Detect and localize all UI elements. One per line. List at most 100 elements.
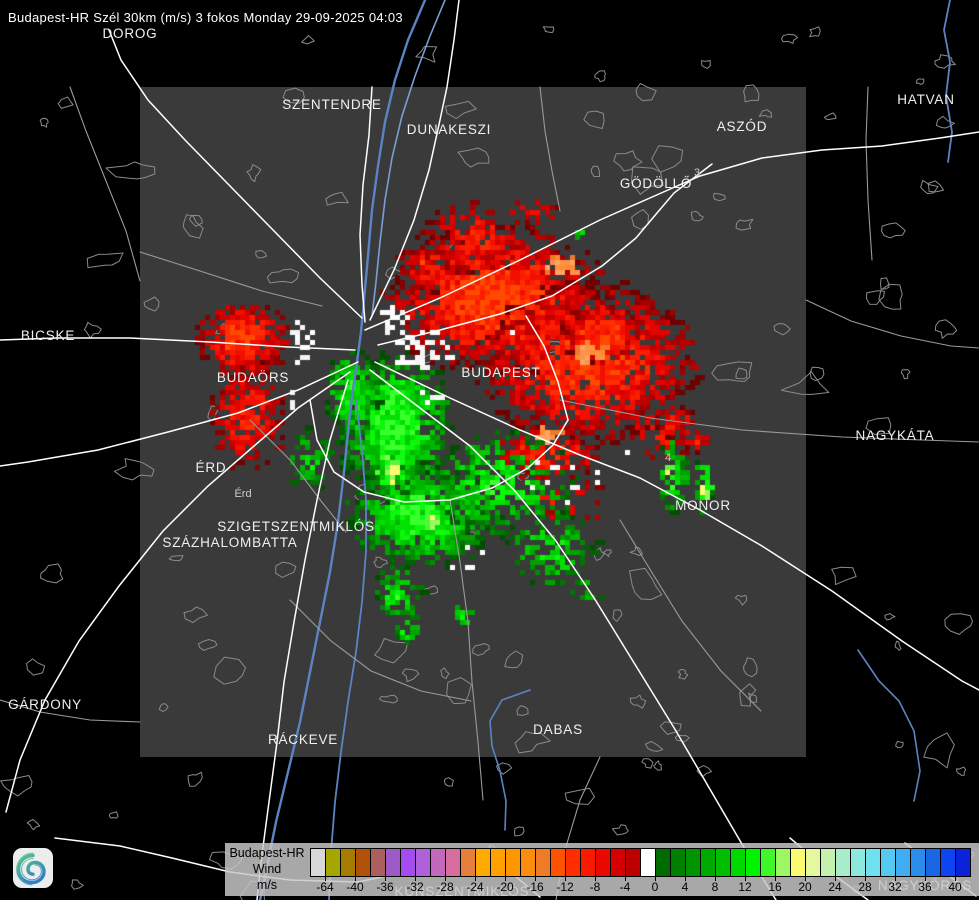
city-label: BUDAPEST [461,365,540,380]
scale-cell [670,848,686,877]
scale-tick [955,877,956,881]
scale-tick-label: -4 [619,880,631,894]
minor-road-path [559,399,979,443]
scale-cell [715,848,731,877]
scale-cell [775,848,791,877]
minor-road-path [865,86,873,261]
major-road-path [377,163,713,346]
scale-tick [685,877,686,881]
scale-tick-label: -20 [496,880,514,894]
scale-cell [610,848,626,877]
scale-tick-label: -16 [526,880,544,894]
scale-tick-label: -12 [556,880,574,894]
app-logo [13,848,53,888]
major-road-path [309,399,569,503]
scale-cell [520,848,536,877]
scale-cell [445,848,461,877]
scale-tick-label: -36 [376,880,394,894]
scale-tick [325,877,326,881]
legend-panel: Budapest-HR Wind m/s -64 -40 -36 -32 -28 -24-… [225,843,979,896]
major-road-path [369,369,777,900]
city-label: ÉRD [196,460,227,475]
scale-cell [805,848,821,877]
scale-tick [505,877,506,881]
scale-cell [700,848,716,877]
scale-cell [310,848,326,877]
scale-tick-label: -24 [466,880,484,894]
scale-cell [625,848,641,877]
scale-tick [625,877,626,881]
scale-tick [655,877,656,881]
scale-tick [805,877,806,881]
city-label: DUNAKESZI [407,122,491,137]
major-road-path [256,379,349,900]
scale-tick [385,877,386,881]
scale-cell [745,848,761,877]
scale-tick-label: 16 [768,880,782,894]
river-path [489,689,531,831]
road-label: 4 [665,452,671,464]
scale-cell [850,848,866,877]
scale-cell [580,848,596,877]
minor-road-path [139,251,323,307]
city-label: BUDAÖRS [217,370,289,385]
scale-tick-label: 32 [888,880,902,894]
scale-cell [490,848,506,877]
major-road-path [0,361,359,467]
scale-tick [895,877,896,881]
scale-cell [505,848,521,877]
scale-tick-label: 20 [798,880,812,894]
city-label: GÖDÖLLŐ [620,176,692,191]
city-label: RÁCKEVE [268,732,338,747]
scale-cell [340,848,356,877]
city-label: SZÁZHALOMBATTA [162,535,297,550]
color-scale-bar: -64 -40 -36 -32 -28 -24 -20 -16 -12 -8 -4 0 4 8 12 16 20… [225,843,979,896]
major-road-path [374,361,979,691]
scale-cell [940,848,956,877]
scale-cell [355,848,371,877]
scale-tick-label: -28 [436,880,454,894]
road-label: 3 [694,167,700,179]
major-road-path [359,86,373,323]
scale-cell [550,848,566,877]
minor-road-path [0,699,141,723]
scale-cell [730,848,746,877]
scale-tick [595,877,596,881]
scale-tick [715,877,716,881]
scale-tick-label: 8 [711,880,719,894]
scale-tick-label: 28 [858,880,872,894]
scale-tick [535,877,536,881]
scale-cell [430,848,446,877]
major-road-path [108,29,363,319]
scale-cell [790,848,806,877]
city-label: DOROG [102,26,157,41]
city-label: HATVAN [897,92,955,107]
scale-tick [925,877,926,881]
city-label: MONOR [675,498,731,513]
scale-cell [955,848,971,877]
scale-cell [640,848,656,877]
scale-cell [535,848,551,877]
river-path [857,649,921,802]
scale-tick-label: 0 [651,880,659,894]
scale-cell [595,848,611,877]
major-road-path [369,0,460,321]
scale-tick-label: -32 [406,880,424,894]
scale-cell [880,848,896,877]
scale-cell [910,848,926,877]
scale-tick-label: 40 [948,880,962,894]
legend-unit-label: m/s [256,878,278,892]
swirl-icon [16,852,46,886]
scale-tick [775,877,776,881]
major-road-path [0,337,356,351]
city-label: ASZÓD [717,119,768,134]
scale-cell [865,848,881,877]
scale-cell [385,848,401,877]
scale-cell [685,848,701,877]
minor-road-path [249,419,347,533]
city-label: BICSKE [21,328,75,343]
major-road-path [5,371,351,813]
scale-tick [475,877,476,881]
